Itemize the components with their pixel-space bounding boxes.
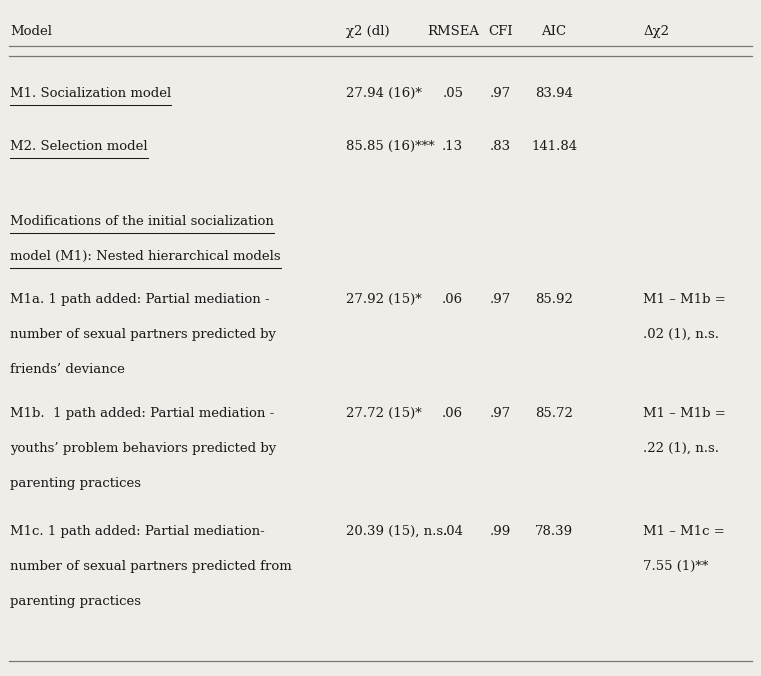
Text: M2. Selection model: M2. Selection model [10, 140, 148, 153]
Text: parenting practices: parenting practices [10, 477, 141, 490]
Text: 27.72 (15)*: 27.72 (15)* [346, 406, 422, 420]
Text: .02 (1), n.s.: .02 (1), n.s. [643, 328, 719, 341]
Text: .97: .97 [490, 87, 511, 100]
Text: CFI: CFI [489, 24, 513, 38]
Text: youths’ problem behaviors predicted by: youths’ problem behaviors predicted by [10, 441, 276, 455]
Text: 85.92: 85.92 [535, 293, 573, 306]
Text: 83.94: 83.94 [535, 87, 573, 100]
Text: model (M1): Nested hierarchical models: model (M1): Nested hierarchical models [10, 250, 281, 264]
Text: 141.84: 141.84 [531, 140, 577, 153]
Text: M1c. 1 path added: Partial mediation-: M1c. 1 path added: Partial mediation- [10, 525, 265, 538]
Text: .83: .83 [490, 140, 511, 153]
Text: .13: .13 [442, 140, 463, 153]
Text: 85.72: 85.72 [535, 406, 573, 420]
Text: .22 (1), n.s.: .22 (1), n.s. [643, 441, 719, 455]
Text: .99: .99 [490, 525, 511, 538]
Text: 85.85 (16)***: 85.85 (16)*** [346, 140, 435, 153]
Text: M1b.  1 path added: Partial mediation -: M1b. 1 path added: Partial mediation - [10, 406, 274, 420]
Text: Modifications of the initial socialization: Modifications of the initial socializati… [10, 215, 274, 228]
Text: number of sexual partners predicted from: number of sexual partners predicted from [10, 560, 291, 573]
Text: M1. Socialization model: M1. Socialization model [10, 87, 171, 100]
Text: M1 – M1b =: M1 – M1b = [643, 406, 726, 420]
Text: RMSEA: RMSEA [427, 24, 479, 38]
Text: .04: .04 [442, 525, 463, 538]
Text: Δχ2: Δχ2 [643, 24, 669, 38]
Text: .06: .06 [442, 406, 463, 420]
Text: .97: .97 [490, 406, 511, 420]
Text: 20.39 (15), n.s.: 20.39 (15), n.s. [346, 525, 447, 538]
Text: .05: .05 [442, 87, 463, 100]
Text: friends’ deviance: friends’ deviance [10, 363, 125, 377]
Text: 78.39: 78.39 [535, 525, 573, 538]
Text: 7.55 (1)**: 7.55 (1)** [643, 560, 708, 573]
Text: .06: .06 [442, 293, 463, 306]
Text: M1 – M1c =: M1 – M1c = [643, 525, 724, 538]
Text: M1 – M1b =: M1 – M1b = [643, 293, 726, 306]
Text: AIC: AIC [541, 24, 567, 38]
Text: .97: .97 [490, 293, 511, 306]
Text: χ2 (dl): χ2 (dl) [346, 24, 390, 38]
Text: 27.94 (16)*: 27.94 (16)* [346, 87, 422, 100]
Text: parenting practices: parenting practices [10, 595, 141, 608]
Text: M1a. 1 path added: Partial mediation -: M1a. 1 path added: Partial mediation - [10, 293, 269, 306]
Text: 27.92 (15)*: 27.92 (15)* [346, 293, 422, 306]
Text: number of sexual partners predicted by: number of sexual partners predicted by [10, 328, 276, 341]
Text: Model: Model [10, 24, 52, 38]
